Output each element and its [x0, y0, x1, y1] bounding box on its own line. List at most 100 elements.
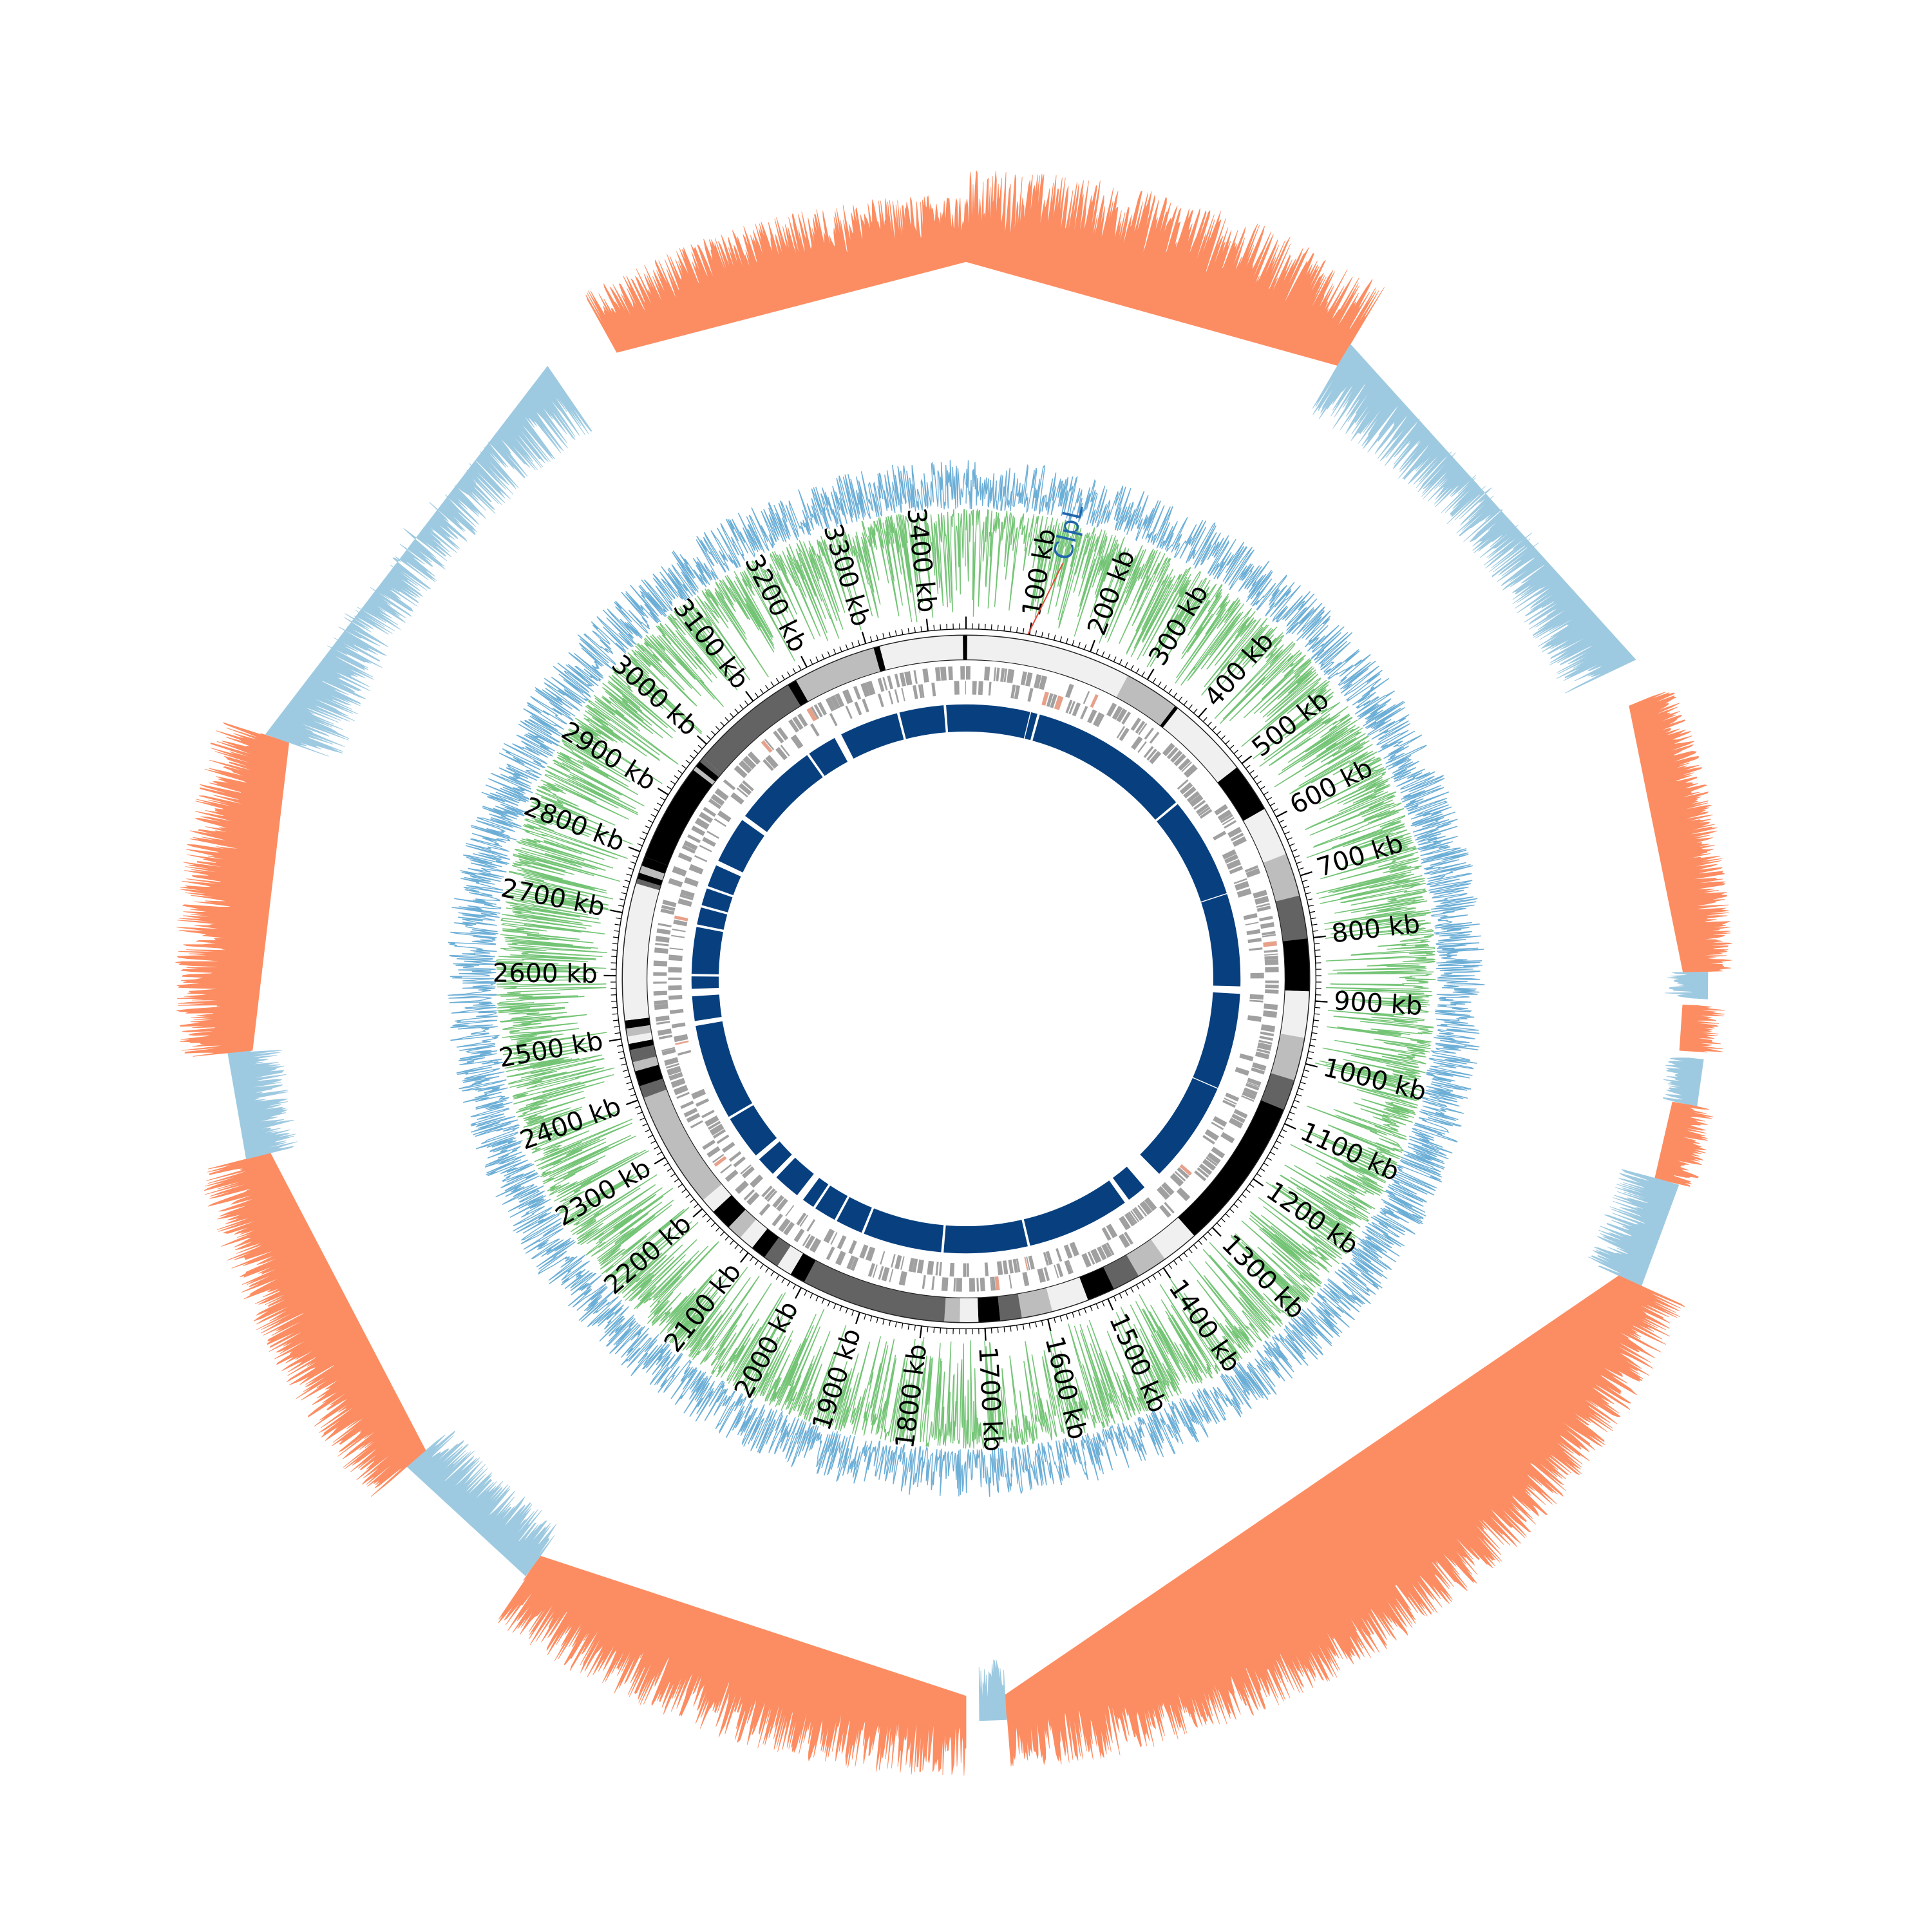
gene-feature	[846, 1255, 856, 1270]
gene-feature	[802, 1233, 811, 1247]
gene-feature	[708, 798, 722, 810]
gene-feature	[941, 1277, 949, 1291]
synteny-block	[730, 1105, 777, 1156]
gene-feature	[1144, 1197, 1157, 1211]
gene-feature	[677, 852, 692, 862]
minor-tick	[715, 1227, 720, 1232]
gene-feature	[674, 1034, 688, 1043]
gene-feature	[691, 825, 706, 837]
minor-tick	[620, 898, 625, 901]
contig-segment	[1018, 1287, 1053, 1318]
gene-feature	[655, 1015, 670, 1022]
contig-segment	[966, 635, 967, 660]
gene-feature	[895, 1255, 902, 1269]
minor-tick	[637, 843, 643, 846]
gc-content-segment	[978, 1660, 1007, 1721]
gene-feature	[699, 811, 714, 824]
gene-feature	[743, 755, 757, 770]
minor-tick	[1141, 1281, 1145, 1287]
gene-feature	[654, 947, 668, 954]
major-tick	[1162, 1267, 1171, 1279]
major-tick	[861, 631, 867, 644]
gene-feature	[965, 681, 966, 695]
minor-tick	[1308, 904, 1314, 907]
synteny-block	[776, 1157, 814, 1195]
gene-feature	[913, 670, 918, 684]
gene-feature	[736, 787, 748, 798]
contig-segment	[1243, 808, 1287, 863]
minor-tick	[1152, 1274, 1157, 1280]
minor-tick	[1302, 1075, 1308, 1078]
gene-feature	[712, 1129, 726, 1139]
minor-tick	[1266, 797, 1272, 801]
gc-content-segment	[1005, 1275, 1685, 1766]
minor-tick	[1263, 1162, 1269, 1166]
gene-feature	[1162, 743, 1175, 757]
minor-tick	[1072, 639, 1075, 646]
minor-tick	[864, 1314, 866, 1320]
contig-segment	[636, 878, 661, 891]
minor-tick	[1035, 1321, 1037, 1328]
gene-feature	[1012, 1258, 1019, 1273]
minor-tick	[1168, 1264, 1173, 1269]
contig-segment	[641, 857, 668, 874]
gene-feature	[676, 1092, 690, 1099]
synteny-block	[1201, 894, 1241, 987]
minor-tick	[1107, 654, 1111, 659]
minor-tick	[1229, 1208, 1235, 1213]
gene-feature	[653, 960, 668, 967]
gc-content-segment	[204, 1152, 426, 1497]
gene-feature	[741, 1166, 755, 1179]
contig-segment	[693, 766, 715, 785]
gc-content-segment	[585, 195, 967, 353]
gene-feature	[694, 817, 710, 830]
gene-feature	[699, 844, 712, 853]
gene-feature	[1116, 708, 1128, 723]
minor-tick	[1249, 1184, 1255, 1188]
minor-tick	[685, 759, 691, 764]
gene-feature	[1087, 709, 1097, 724]
gc-content-track	[175, 170, 1732, 1776]
major-tick	[697, 735, 707, 745]
gene-feature	[872, 1264, 878, 1278]
minor-tick	[1220, 1218, 1226, 1223]
gene-feature	[673, 919, 688, 927]
major-tick	[919, 1325, 923, 1339]
gene-feature	[773, 730, 784, 744]
gene-feature	[887, 675, 893, 690]
major-tick	[610, 909, 623, 914]
minor-tick	[667, 786, 672, 790]
gene-feature	[1262, 931, 1276, 936]
gene-feature	[916, 1259, 924, 1274]
minor-tick	[1263, 791, 1269, 795]
minor-tick	[833, 649, 837, 654]
gene-feature	[927, 1260, 934, 1275]
minor-tick	[833, 1303, 837, 1309]
gene-feature	[1183, 764, 1198, 778]
synteny-block	[691, 976, 719, 989]
gc-content-segment	[175, 722, 290, 1057]
gene-feature	[1036, 674, 1042, 689]
minor-tick	[1282, 825, 1287, 829]
gene-feature	[1024, 1256, 1028, 1271]
gene-feature	[717, 810, 732, 822]
minor-tick	[821, 654, 825, 659]
minor-tick	[1305, 892, 1311, 895]
gene-feature	[806, 707, 818, 722]
gene-feature	[1228, 1117, 1244, 1129]
gene-feature	[1207, 1152, 1221, 1164]
gene-feature	[1247, 1015, 1262, 1022]
gene-feature	[1252, 1062, 1267, 1071]
contig-segment	[944, 1297, 961, 1323]
synteny-block	[744, 755, 823, 833]
minor-tick	[845, 644, 848, 650]
minor-tick	[618, 904, 624, 907]
gene-feature	[993, 667, 997, 681]
gene-feature	[901, 687, 905, 701]
synteny-block	[1025, 712, 1037, 741]
minor-tick	[697, 744, 703, 750]
gene-feature	[1196, 803, 1209, 815]
minor-tick	[1168, 688, 1173, 694]
gene-feature	[1037, 1268, 1046, 1283]
contig-segment	[1275, 895, 1308, 942]
